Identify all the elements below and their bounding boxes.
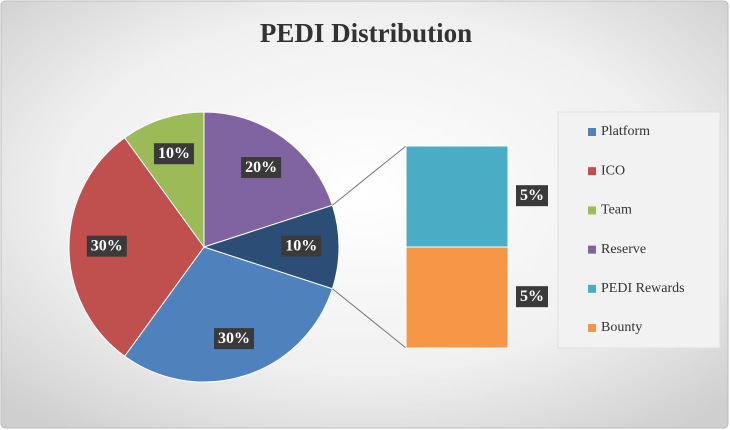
data-label-box (214, 328, 255, 350)
pie-slice (68, 137, 205, 357)
legend-label: Bounty (601, 320, 642, 335)
data-label-box (153, 143, 194, 165)
legend-label: Platform (601, 124, 650, 139)
connector (332, 288, 407, 349)
data-label-box (86, 235, 127, 257)
data-label: 30% (91, 238, 123, 255)
chart-title: PEDI Distribution (260, 18, 472, 48)
legend-swatch (588, 284, 596, 293)
pie-slice (203, 111, 334, 248)
legend-swatch (588, 167, 596, 176)
legend-label: Team (601, 203, 632, 218)
legend-swatch (588, 206, 596, 215)
data-label-box (516, 185, 548, 207)
data-label: 20% (245, 159, 277, 176)
legend-swatch (588, 128, 596, 136)
connector (332, 145, 407, 206)
bar-segment (405, 145, 509, 248)
legend-swatch (588, 324, 596, 332)
data-label: 30% (218, 330, 250, 347)
data-label-box (516, 286, 548, 308)
legend-label: Reserve (601, 242, 646, 257)
legend-label: PEDI Rewards (601, 281, 685, 296)
legend-swatch (588, 245, 596, 254)
pie-slice (202, 204, 340, 290)
data-label-box (241, 157, 282, 179)
bar-segment (405, 246, 509, 349)
data-label: 5% (520, 187, 544, 204)
data-label: 5% (520, 288, 544, 305)
data-label: 10% (285, 238, 317, 255)
data-label-box (281, 235, 322, 257)
legend (557, 111, 721, 349)
pie-slice (123, 246, 334, 383)
legend-label: ICO (601, 163, 625, 178)
data-label: 10% (158, 145, 190, 162)
